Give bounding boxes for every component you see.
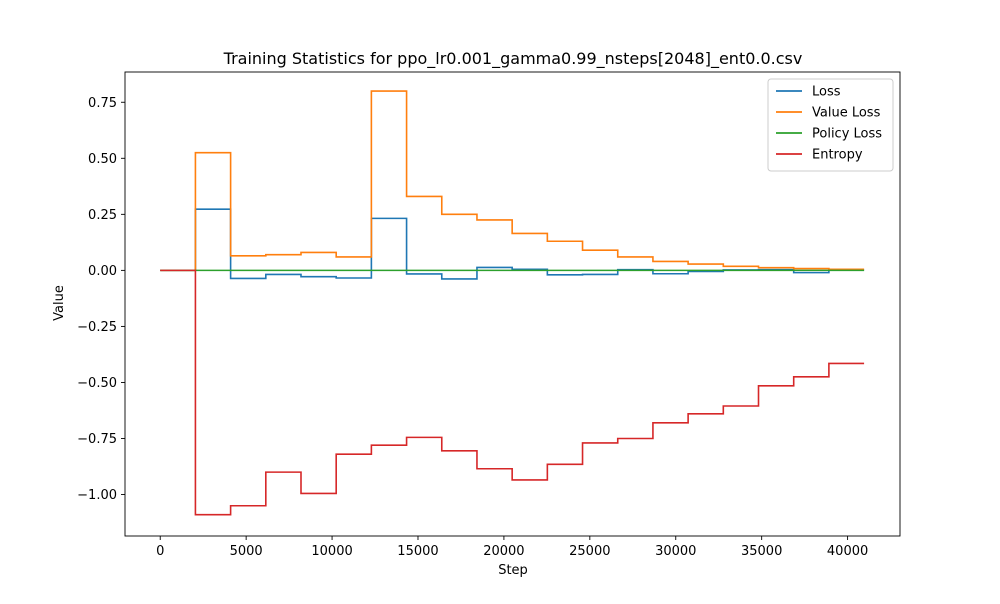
y-tick-label: 0.50 (88, 152, 117, 167)
x-tick-label: 40000 (827, 544, 868, 559)
y-tick-label: −0.50 (77, 376, 117, 391)
y-tick-label: 0.75 (88, 96, 117, 111)
y-tick-label: 0.00 (88, 264, 117, 279)
legend-label-value-loss: Value Loss (812, 106, 881, 121)
x-tick-label: 20000 (483, 544, 524, 559)
x-tick-label: 30000 (655, 544, 696, 559)
axes-frame (124, 71, 901, 537)
x-tick-label: 10000 (311, 544, 352, 559)
series-line-value-loss (160, 90, 865, 272)
legend: Loss Value Loss Policy Loss Entropy (767, 78, 894, 172)
x-tick-label: 15000 (397, 544, 438, 559)
legend-box (767, 78, 894, 172)
plot-area: 0 5000 10000 15000 20000 25000 30000 35000 40000… (77, 71, 901, 559)
y-axis-label: Value (52, 285, 67, 321)
chart-title: Training Statistics for ppo_lr0.001_gamm… (223, 49, 803, 69)
legend-label-policy-loss: Policy Loss (812, 127, 882, 142)
y-tick-label: −0.75 (77, 432, 117, 447)
legend-label-entropy: Entropy (812, 148, 863, 163)
y-tick-label: 0.25 (88, 208, 117, 223)
x-tick-label: 25000 (569, 544, 610, 559)
y-tick-label: −1.00 (77, 488, 117, 503)
y-tick-label: −0.25 (77, 320, 117, 335)
x-tick-label: 0 (156, 544, 164, 559)
x-tick-label: 5000 (230, 544, 263, 559)
series-line-entropy (160, 269, 865, 516)
legend-label-loss: Loss (812, 85, 841, 100)
x-tick-label: 35000 (741, 544, 782, 559)
x-axis-label: Step (498, 563, 528, 578)
